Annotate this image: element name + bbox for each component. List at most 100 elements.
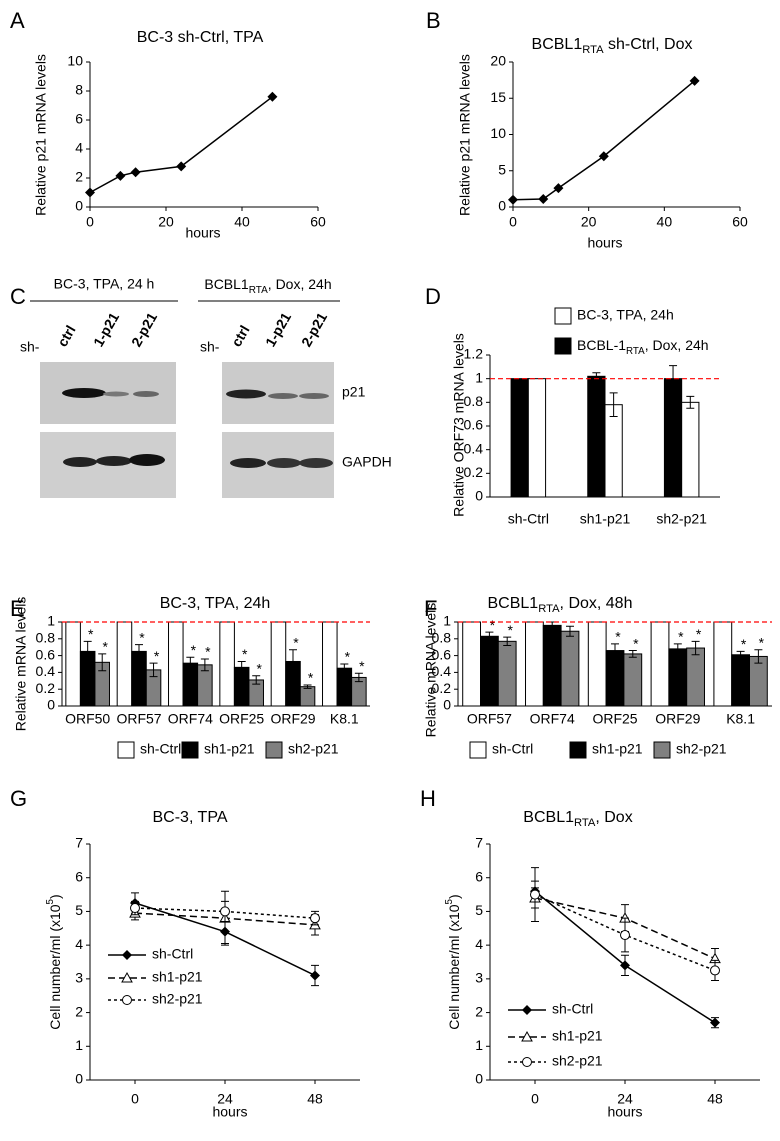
error-bar (503, 636, 512, 647)
panel-letter: A (10, 8, 25, 33)
x-tick-label: sh1-p21 (580, 511, 631, 527)
y-tick-label: 7 (475, 835, 483, 851)
y-tick-label: 15 (490, 89, 506, 105)
y-tick-label: 0.2 (464, 464, 484, 480)
x-tick-label: ORF74 (530, 711, 575, 727)
error-bar (354, 672, 363, 683)
y-tick-label: 6 (475, 868, 483, 884)
y-tick-label: 5 (498, 161, 506, 177)
x-axis-title: hours (212, 1104, 247, 1120)
significance-mark: * (678, 629, 684, 645)
x-tick-label: 48 (707, 1091, 723, 1107)
panel-letter: C (10, 284, 26, 309)
y-tick-label: 0 (47, 697, 55, 713)
blot-panel: C BC-3, TPA, 24 h BCBL1RTA, Dox, 24h sh-… (10, 276, 392, 498)
bar (336, 667, 353, 707)
y-tick-label: 0.6 (464, 417, 484, 433)
y-tick-label: 0 (75, 1071, 83, 1087)
significance-mark: * (359, 658, 365, 674)
bar (131, 650, 147, 707)
bar (542, 624, 562, 707)
bar (587, 621, 607, 707)
legend-swatch (554, 307, 572, 325)
x-tick-label: sh2-p21 (656, 511, 707, 527)
panel-letter: B (426, 8, 441, 33)
error-bar (691, 640, 700, 656)
blot-band (299, 393, 329, 399)
marker (530, 889, 540, 900)
y-tick-label: 20 (490, 53, 506, 69)
marker (598, 151, 609, 162)
lane-label: 2-p21 (298, 309, 330, 349)
significance-mark: * (293, 634, 299, 650)
x-tick-label: K8.1 (330, 711, 359, 727)
series-line (89, 96, 273, 194)
lane-prefix: sh- (20, 339, 40, 355)
significance-mark: * (154, 648, 160, 664)
y-tick-label: 0.2 (36, 680, 56, 696)
bar (668, 648, 688, 707)
legend-label: sh1-p21 (592, 741, 643, 757)
legend-swatch (469, 741, 487, 759)
lane-label: 1-p21 (262, 309, 294, 349)
marker (130, 903, 140, 914)
bar (270, 621, 287, 707)
x-tick-label: 24 (617, 1091, 633, 1107)
bar (322, 621, 338, 707)
significance-mark: * (345, 649, 351, 665)
x-tick-label: 40 (234, 214, 250, 230)
y-axis-title: Relative p21 mRNA levels (33, 54, 49, 216)
y-tick-label: 1 (475, 1037, 483, 1053)
text-segment: ) (47, 894, 63, 899)
x-tick-label: ORF25 (592, 711, 637, 727)
marker (538, 194, 549, 205)
text-segment: BCBL1 (204, 276, 249, 292)
y-tick-label: 4 (75, 936, 83, 952)
legend-swatch (117, 741, 135, 759)
y-tick-label: 3 (475, 970, 483, 986)
blot-band (299, 458, 333, 468)
bar (713, 621, 733, 707)
text-segment: , Dox, 24h (645, 337, 709, 353)
y-tick-label: 0 (475, 1071, 483, 1087)
x-tick-label: 60 (732, 214, 748, 230)
significance-mark: * (741, 636, 747, 652)
x-tick-label: 0 (131, 1091, 139, 1107)
chart-title: BC-3 sh-Ctrl, TPA (137, 29, 264, 46)
marker (522, 1005, 532, 1015)
marker (85, 187, 95, 198)
error-bar (686, 395, 695, 409)
text-segment: BCBL1 (532, 36, 583, 53)
x-tick-label: ORF29 (270, 711, 315, 727)
error-bar (149, 662, 158, 678)
error-bar (628, 650, 637, 658)
significance-mark: * (88, 626, 94, 642)
marker (710, 1017, 720, 1028)
lane-label: ctrl (228, 322, 253, 349)
blot-band (96, 456, 132, 466)
bar (497, 640, 517, 707)
x-tick-label: 0 (509, 214, 517, 230)
marker (553, 183, 564, 194)
legend-label: sh1-p21 (152, 969, 203, 985)
blot-band (62, 388, 106, 398)
band-label: p21 (342, 384, 366, 400)
chart-title: BCBL1RTA, Dox, 48h (488, 595, 633, 615)
y-tick-label: 0 (475, 488, 483, 504)
error-bar (252, 675, 261, 685)
chart-title: BC-3, TPA, 24h (160, 595, 271, 612)
significance-mark: * (633, 635, 639, 651)
significance-mark: * (242, 646, 248, 662)
x-axis-title: hours (185, 225, 220, 241)
error-bar (565, 625, 574, 637)
blot-band (226, 389, 266, 399)
marker (310, 970, 320, 981)
y-tick-label: 5 (475, 902, 483, 918)
legend-label: sh-Ctrl (492, 741, 533, 757)
y-tick-label: 5 (75, 902, 83, 918)
y-tick-label: 1 (443, 613, 451, 629)
marker (689, 75, 700, 86)
bar (663, 378, 683, 498)
